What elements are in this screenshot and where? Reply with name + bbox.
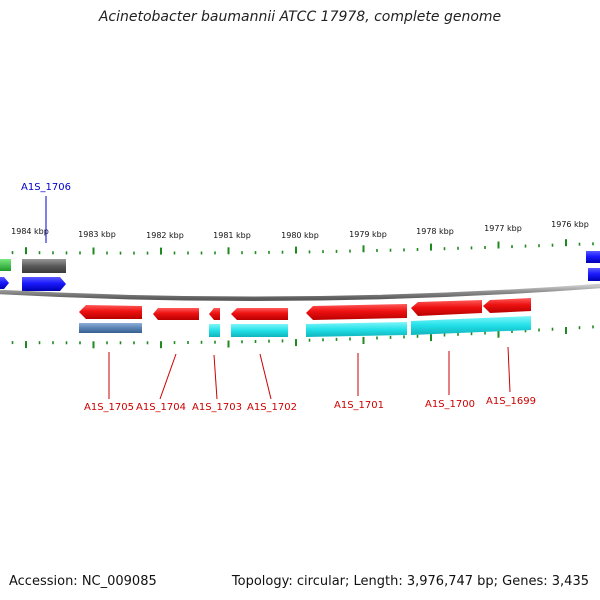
reverse-cds-a1s-1705[interactable] <box>79 305 142 319</box>
gc-feature <box>411 316 531 335</box>
reverse-cds-a1s-1704[interactable] <box>153 308 199 320</box>
gene-labels: A1S_1706 A1S_1705 A1S_1704 A1S_1703 A1S_… <box>21 182 536 413</box>
gene-label-a1s-1701[interactable]: A1S_1701 <box>334 400 384 411</box>
forward-cds-arrow[interactable] <box>0 277 9 289</box>
gc-feature <box>209 324 220 337</box>
reverse-cds-a1s-1700[interactable] <box>411 300 482 316</box>
gc-feature <box>231 324 288 337</box>
leader-line-a1s-1703 <box>213 354 218 400</box>
scale-label: 1982 kbp <box>146 231 184 240</box>
gene-label-a1s-1699[interactable]: A1S_1699 <box>486 396 536 407</box>
leader-line-a1s-1704 <box>159 353 177 400</box>
reverse-cds-a1s-1702[interactable] <box>231 308 288 320</box>
scale-label: 1976 kbp <box>551 220 589 229</box>
gene-label-a1s-1703[interactable]: A1S_1703 <box>192 402 242 413</box>
leader-line-a1s-1702 <box>259 353 272 400</box>
gene-label-a1s-1704[interactable]: A1S_1704 <box>136 402 186 413</box>
gene-label-a1s-1705[interactable]: A1S_1705 <box>84 402 134 413</box>
genome-summary-text: Topology: circular; Length: 3,976,747 bp… <box>231 574 589 589</box>
scale-label: 1984 kbp <box>11 227 49 236</box>
reverse-features <box>79 298 531 337</box>
rna-feature-a1s-1706[interactable] <box>22 259 66 273</box>
reverse-cds-a1s-1703[interactable] <box>209 308 220 320</box>
reverse-cds-a1s-1699[interactable] <box>483 298 531 313</box>
accession-text: Accession: NC_009085 <box>9 574 157 589</box>
scale-labels: 1984 kbp 1983 kbp 1982 kbp 1981 kbp 1980… <box>11 220 589 240</box>
rna-feature-a1s-1705[interactable] <box>79 323 142 333</box>
forward-cds-block[interactable] <box>588 268 600 281</box>
outer-tick-row <box>11 239 594 255</box>
scale-label: 1979 kbp <box>349 230 387 239</box>
genome-backbone <box>0 283 600 301</box>
other-feature-block <box>0 259 11 271</box>
scale-label: 1981 kbp <box>213 231 251 240</box>
leader-lines <box>45 196 511 400</box>
leader-line-a1s-1699 <box>507 346 511 393</box>
gene-label-a1s-1702[interactable]: A1S_1702 <box>247 402 297 413</box>
forward-cds-block[interactable] <box>586 251 600 263</box>
gene-label-a1s-1700[interactable]: A1S_1700 <box>425 399 475 410</box>
scale-label: 1977 kbp <box>484 224 522 233</box>
scale-label: 1980 kbp <box>281 231 319 240</box>
scale-label: 1978 kbp <box>416 227 454 236</box>
inner-tick-row <box>11 325 594 349</box>
forward-cds-a1s-1706[interactable] <box>22 277 66 291</box>
gc-feature <box>306 322 407 337</box>
gene-label-a1s-1706[interactable]: A1S_1706 <box>21 182 71 193</box>
forward-features <box>0 251 600 291</box>
reverse-cds-a1s-1701[interactable] <box>306 304 407 320</box>
map-title: Acinetobacter baumannii ATCC 17978, comp… <box>98 9 502 25</box>
scale-label: 1983 kbp <box>78 230 116 239</box>
